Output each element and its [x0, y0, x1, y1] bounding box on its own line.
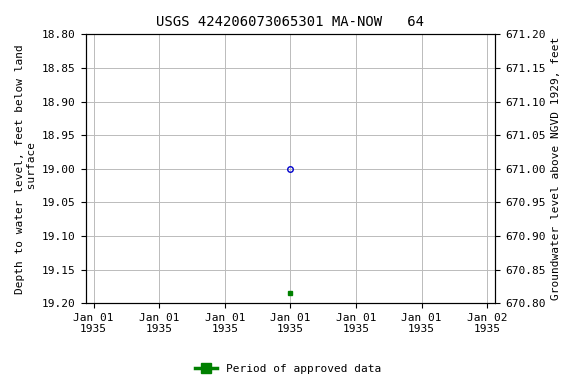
Legend: Period of approved data: Period of approved data [191, 359, 385, 379]
Title: USGS 424206073065301 MA-NOW   64: USGS 424206073065301 MA-NOW 64 [157, 15, 425, 29]
Y-axis label: Groundwater level above NGVD 1929, feet: Groundwater level above NGVD 1929, feet [551, 37, 561, 300]
Y-axis label: Depth to water level, feet below land
 surface: Depth to water level, feet below land su… [15, 44, 37, 294]
